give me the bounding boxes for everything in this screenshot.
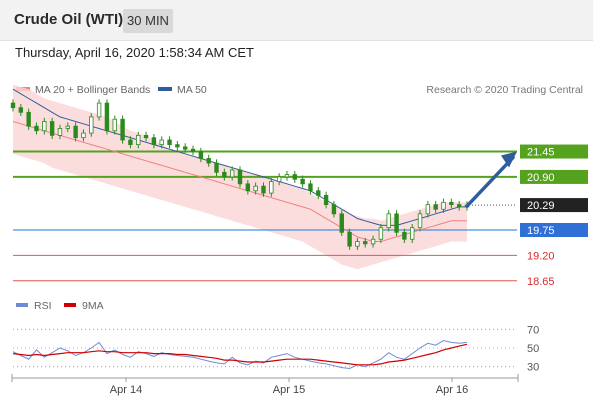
- x-tick-label-1: Apr 15: [273, 384, 305, 396]
- candle-body-13: [112, 118, 117, 132]
- rsi-ma-swatch: [64, 303, 76, 307]
- level-label-1: 20.90: [527, 172, 555, 184]
- candle-body-38: [308, 183, 313, 192]
- candle-body-2: [26, 111, 31, 127]
- candle-body-46: [370, 238, 376, 245]
- candle-body-4: [42, 121, 47, 132]
- candle-body-37: [300, 178, 305, 185]
- candle-body-56: [449, 201, 454, 206]
- level-label-2: 20.29: [527, 200, 555, 212]
- ma50-swatch: [158, 87, 172, 91]
- candle-body-42: [339, 213, 344, 233]
- candle-body-26: [214, 162, 219, 173]
- candle-body-30: [245, 183, 251, 192]
- rsi-tick-label-1: 50: [527, 343, 539, 355]
- level-badge-0: [520, 144, 588, 159]
- candle-body-50: [402, 231, 407, 240]
- candle-body-47: [378, 227, 384, 240]
- instrument-title: Crude Oil (WTI): [14, 11, 124, 28]
- candle-body-43: [347, 231, 352, 247]
- rsi-ma-line: [12, 343, 468, 366]
- candle-body-34: [276, 176, 282, 182]
- candle-body-27: [222, 171, 227, 178]
- candle-body-55: [441, 201, 446, 210]
- candle-body-31: [253, 185, 258, 192]
- candle-body-32: [261, 185, 266, 194]
- candle-body-41: [331, 204, 337, 215]
- candle-body-25: [206, 158, 211, 164]
- level-badge-3: [520, 223, 588, 237]
- x-tick-label-2: Apr 16: [436, 384, 468, 396]
- candle-body-49: [394, 213, 399, 233]
- candle-body-52: [417, 213, 423, 229]
- credit-text: Research © 2020 Trading Central: [426, 84, 583, 96]
- candle-body-29: [237, 169, 243, 185]
- candle-body-39: [316, 190, 321, 196]
- timestamp: Thursday, April 16, 2020 1:58:34 AM CET: [15, 45, 254, 60]
- candle-body-5: [49, 121, 55, 136]
- chart-header: Crude Oil (WTI) 30 MIN: [0, 0, 593, 41]
- legend-rsi-label: RSI: [34, 300, 52, 312]
- level-badge-2: [520, 198, 588, 213]
- ma20-line: [12, 121, 467, 242]
- rsi-swatch: [16, 303, 28, 307]
- legend-rsi-ma-label: 9MA: [82, 300, 104, 312]
- candle-body-1: [18, 107, 24, 113]
- candle-body-48: [386, 213, 391, 229]
- rsi-tick-label-2: 30: [527, 362, 539, 374]
- level-label-3: 19.75: [527, 225, 555, 237]
- candle-body-20: [167, 139, 172, 146]
- candle-body-33: [269, 181, 274, 194]
- candle-body-18: [151, 137, 157, 146]
- interval-button[interactable]: 30 MIN: [123, 9, 173, 33]
- candle-body-53: [425, 204, 431, 215]
- candle-body-45: [363, 241, 368, 245]
- legend-ma50-label: MA 50: [177, 84, 207, 96]
- candle-body-14: [120, 118, 125, 141]
- candle-body-11: [96, 102, 102, 118]
- candle-body-10: [89, 116, 94, 134]
- candle-body-35: [284, 174, 290, 178]
- candle-body-51: [410, 227, 415, 240]
- candle-body-19: [159, 139, 164, 146]
- level-label-5: 18.65: [527, 276, 555, 288]
- candle-body-6: [57, 128, 63, 136]
- candle-body-7: [65, 125, 70, 129]
- target-arrow-head: [501, 151, 517, 168]
- candle-body-24: [198, 151, 204, 159]
- candle-body-54: [433, 204, 438, 210]
- candle-body-23: [190, 148, 196, 152]
- legend-ma20-label: MA 20 + Bollinger Bands: [35, 84, 151, 96]
- candle-body-9: [81, 132, 86, 139]
- candle-body-21: [175, 144, 180, 148]
- candle-body-28: [229, 169, 235, 178]
- level-label-4: 19.20: [527, 250, 555, 262]
- candle-body-12: [104, 102, 110, 132]
- x-tick-label-0: Apr 14: [110, 384, 142, 396]
- candle-body-40: [323, 194, 329, 206]
- level-label-0: 21.45: [527, 147, 555, 159]
- candle-body-8: [73, 125, 78, 139]
- level-badge-1: [520, 169, 588, 184]
- candle-body-3: [34, 125, 39, 132]
- target-arrow-shaft: [465, 155, 515, 208]
- candle-body-16: [136, 134, 141, 146]
- candle-body-15: [128, 139, 133, 146]
- candle-body-44: [355, 241, 360, 247]
- candle-body-22: [183, 146, 188, 150]
- rsi-tick-label-0: 70: [527, 324, 539, 336]
- rsi-line: [12, 339, 468, 370]
- candle-body-36: [292, 174, 297, 180]
- candle-body-0: [10, 102, 16, 109]
- candle-body-17: [143, 134, 149, 139]
- candle-body-57: [456, 204, 462, 208]
